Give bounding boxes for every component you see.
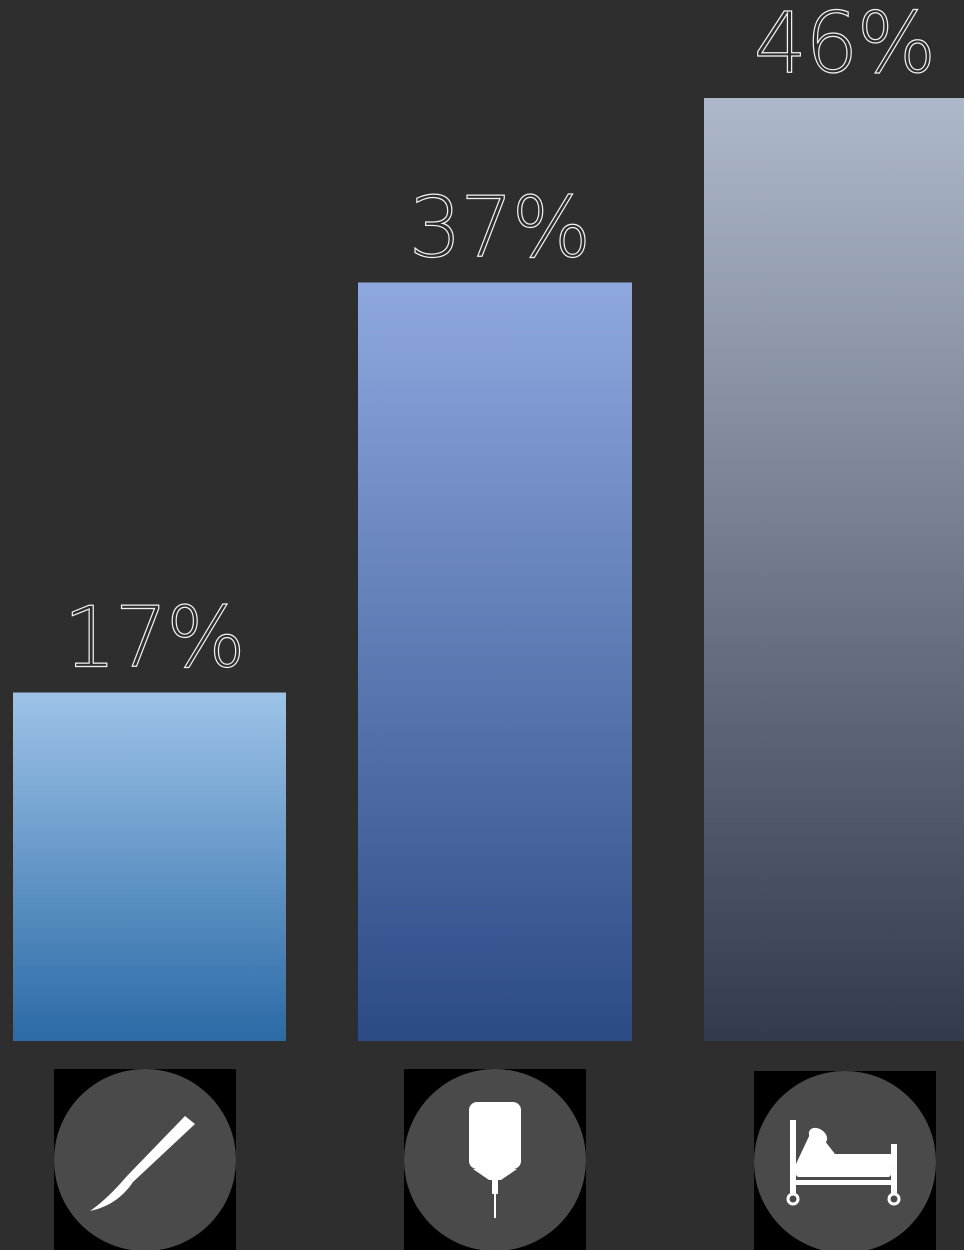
bar-iv-bag bbox=[358, 282, 632, 1041]
iv-bag-icon bbox=[404, 1069, 586, 1250]
value-label-surgery: 17% bbox=[63, 589, 244, 687]
bars-layer bbox=[13, 98, 964, 1041]
hospital-bed-icon bbox=[754, 1071, 936, 1250]
value-labels-layer: 17% 37% 46% bbox=[63, 0, 937, 687]
bar-hospital-bed bbox=[704, 98, 964, 1041]
scalpel-icon bbox=[54, 1069, 236, 1250]
bar-surgery bbox=[13, 692, 286, 1041]
category-icons-layer bbox=[54, 1069, 936, 1250]
value-label-iv-bag: 37% bbox=[409, 179, 590, 277]
value-label-hospital-bed: 46% bbox=[754, 0, 935, 92]
